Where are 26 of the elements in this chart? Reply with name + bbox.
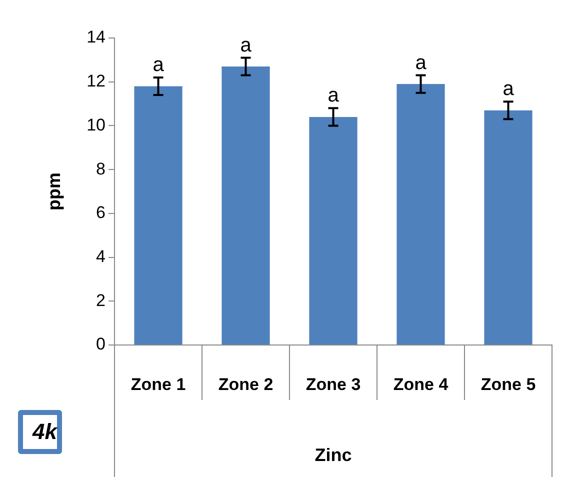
x-tick-label: Zone 2 <box>218 374 274 394</box>
annotation: a <box>152 54 165 76</box>
y-tick-label: 4 <box>96 246 106 266</box>
bar <box>309 116 358 344</box>
bar <box>222 66 270 344</box>
bar <box>134 86 182 344</box>
x-tick-label: Zone 3 <box>306 374 361 394</box>
y-axis-title: ppm <box>44 172 64 210</box>
y-tick-label: 8 <box>96 159 106 178</box>
annotation: a <box>240 34 252 56</box>
bar <box>484 110 532 344</box>
y-tick-label: 10 <box>86 115 106 134</box>
y-tick-label: 12 <box>86 72 106 91</box>
y-tick-label: 0 <box>96 334 106 354</box>
text: 4k <box>18 410 62 454</box>
bar <box>396 84 445 344</box>
y-tick-label: 2 <box>96 290 106 310</box>
x-axis-title: Zinc <box>314 445 352 466</box>
annotation: a <box>502 78 515 100</box>
annotation: a <box>328 84 340 107</box>
annotation: a <box>415 52 428 74</box>
y-tick-label: 6 <box>96 203 106 222</box>
x-tick-label: Zone 1 <box>130 374 186 394</box>
x-tick-label: Zone 4 <box>393 374 449 394</box>
y-tick-label: 14 <box>86 28 106 47</box>
x-tick-label: Zone 5 <box>480 374 536 394</box>
